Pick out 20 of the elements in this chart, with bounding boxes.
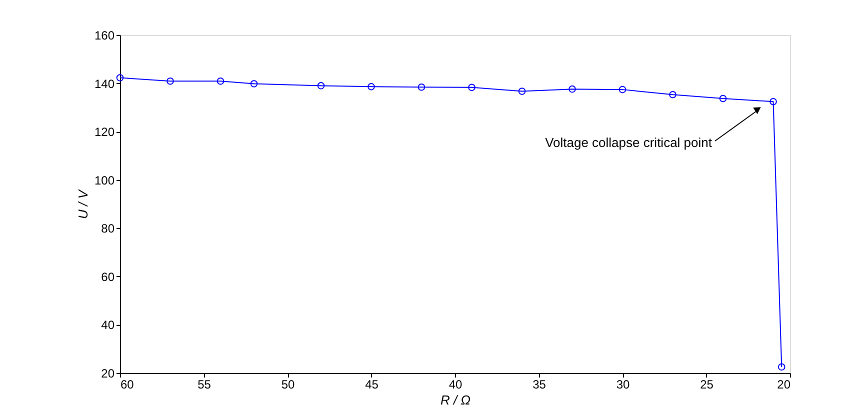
x-tick-label: 50: [281, 378, 295, 392]
y-tick-label: 40: [101, 318, 115, 332]
annotation: Voltage collapse critical point: [545, 135, 712, 150]
y-tick-label: 160: [94, 28, 115, 42]
x-tick-label: 30: [616, 378, 630, 392]
y-tick-label: 140: [94, 76, 115, 91]
x-axis-title: R / Ω: [440, 392, 471, 408]
x-tick-label: 40: [448, 378, 462, 392]
x-tick-label: 20: [777, 378, 791, 392]
x-tick-label: 25: [700, 378, 714, 392]
y-tick-label: 20: [101, 366, 115, 380]
x-tick-label: 35: [532, 378, 546, 392]
y-tick-label: 80: [101, 222, 115, 236]
x-tick-label: 55: [198, 378, 212, 392]
x-tick-label: 45: [365, 378, 379, 392]
y-tick-label: 60: [101, 270, 115, 284]
y-axis-title: U / V: [75, 188, 90, 219]
x-tick-label: 60: [120, 378, 134, 392]
y-tick-label: 120: [94, 125, 115, 140]
y-tick-label: 100: [94, 173, 115, 188]
